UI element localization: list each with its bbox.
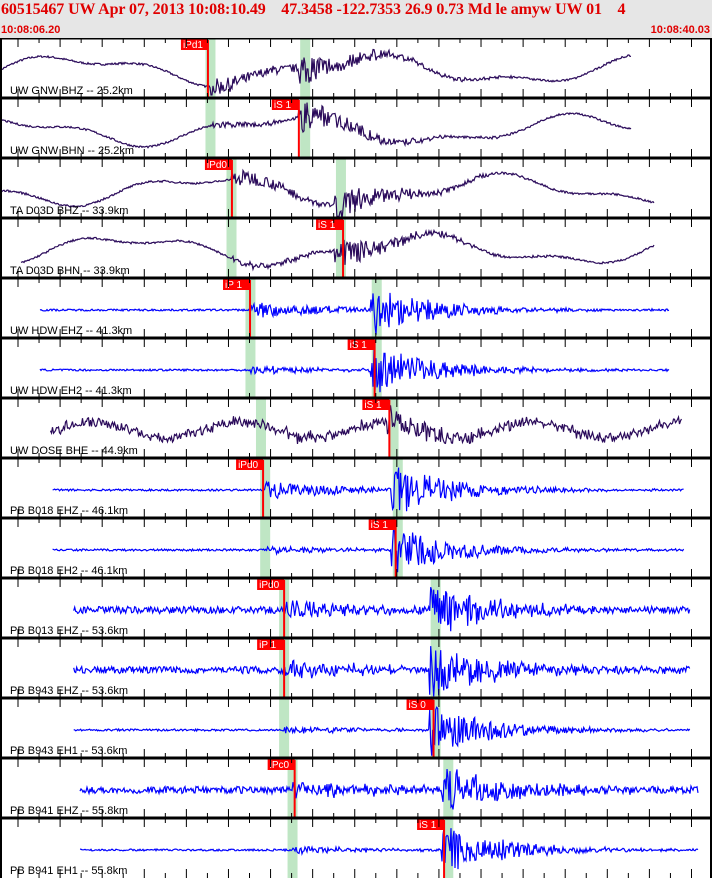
pick-flag[interactable]	[406, 699, 434, 710]
trace-row[interactable]: iS 1 PB B018 EH2 -- 46.1km	[0, 516, 712, 578]
station-label: PB B013 EHZ -- 53.6km	[10, 625, 128, 637]
pick-flag[interactable]	[362, 399, 390, 410]
station-label: PB B018 EHZ -- 46.1km	[10, 505, 128, 517]
pick-flag[interactable]	[204, 159, 232, 170]
station-label: PB B943 EH1 -- 53.6km	[10, 745, 127, 757]
waveform	[0, 168, 655, 219]
pick-label: iPd0	[207, 160, 227, 171]
pick-label: iS 0	[409, 700, 427, 711]
seismogram-panel[interactable]: iPd1 UW GNW BHZ -- 25.2km iS 1 UW GNW BHN -…	[0, 38, 712, 878]
pick-flag[interactable]	[180, 39, 208, 50]
station-label: UW GNW BHN -- 25.2km	[10, 145, 134, 157]
pick-label: iS 1	[274, 100, 292, 111]
trace-row[interactable]: iPd1 UW GNW BHZ -- 25.2km	[0, 38, 712, 98]
pick-label: iP 1	[259, 640, 276, 651]
pick-label: iS 1	[350, 340, 368, 351]
pick-label: iPc0	[270, 760, 290, 771]
pick-label: iPd1	[183, 40, 203, 51]
event-title: 60515467 UW Apr 07, 2013 10:08:10.49 47.…	[1, 1, 626, 18]
predicted-s-band	[430, 578, 441, 638]
predicted-s-band	[443, 818, 454, 878]
trace-row[interactable]: iS 1 UW DOSE BHE -- 44.9km	[0, 396, 712, 458]
predicted-p-band	[260, 518, 271, 578]
pick-flag[interactable]	[271, 99, 299, 110]
station-label: TA D03D BHN -- 33.9km	[10, 265, 130, 277]
station-label: PB B943 EHZ -- 53.6km	[10, 685, 128, 697]
event-header: 60515467 UW Apr 07, 2013 10:08:10.49 47.…	[0, 0, 712, 38]
pick-flag[interactable]	[368, 519, 396, 530]
window-start-time: 10:08:06.20	[1, 24, 61, 36]
station-label: PB B941 EHZ -- 55.8km	[10, 805, 128, 817]
trace-row[interactable]: iP 1 UW HDW EHZ -- 41.3km	[0, 276, 712, 338]
waveform	[52, 527, 685, 573]
pick-label: iS 1	[318, 220, 336, 231]
pick-flag[interactable]	[236, 459, 264, 470]
pick-label: iS 1	[371, 520, 389, 531]
pick-label: iPd0	[238, 460, 258, 471]
predicted-s-band	[392, 518, 403, 578]
trace-row[interactable]: iP 1 PB B943 EHZ -- 53.6km	[0, 636, 712, 698]
predicted-s-band	[392, 458, 403, 518]
station-label: PB B018 EH2 -- 46.1km	[10, 565, 127, 577]
waveform	[0, 102, 632, 149]
predicted-s-band	[388, 398, 399, 458]
waveform	[39, 348, 670, 393]
station-label: TA D03D BHZ -- 33.9km	[10, 205, 128, 217]
waveform	[73, 706, 691, 756]
waveform	[79, 769, 699, 810]
pick-label: iP 1	[225, 280, 242, 291]
waveform	[79, 827, 699, 870]
trace-row[interactable]: iS 1 TA D03D BHN -- 33.9km	[0, 216, 712, 278]
waveform	[39, 292, 670, 335]
window-end-time: 10:08:40.03	[650, 24, 710, 36]
predicted-p-band	[226, 218, 237, 278]
trace-row[interactable]: iS 1 UW GNW BHN -- 25.2km	[0, 96, 712, 158]
waveform	[73, 646, 691, 697]
waveform	[73, 586, 691, 632]
waveform	[49, 405, 683, 445]
pick-flag[interactable]	[267, 759, 295, 770]
station-label: UW HDW EHZ -- 41.3km	[10, 325, 132, 337]
pick-flag[interactable]	[417, 819, 445, 830]
station-label: PB B941 EH1 -- 55.8km	[10, 865, 127, 877]
trace-row[interactable]: iPd0 PB B018 EHZ -- 46.1km	[0, 456, 712, 518]
station-label: UW HDW EH2 -- 41.3km	[10, 385, 132, 397]
waveform	[52, 467, 684, 512]
predicted-s-band	[371, 278, 382, 338]
pick-label: iPd0	[259, 580, 279, 591]
trace-row[interactable]: iPc0 PB B941 EHZ -- 55.8km	[0, 756, 712, 818]
trace-row[interactable]: iS 1 PB B941 EH1 -- 55.8km	[0, 816, 712, 878]
trace-row[interactable]: iS 1 UW HDW EH2 -- 41.3km	[0, 336, 712, 398]
predicted-p-band	[245, 338, 256, 398]
pick-label: iS 1	[419, 820, 437, 831]
waveform	[20, 228, 655, 272]
pick-label: iS 1	[364, 400, 382, 411]
pick-flag[interactable]	[223, 279, 251, 290]
predicted-s-band	[300, 98, 311, 158]
predicted-p-band	[205, 98, 216, 158]
pick-flag[interactable]	[316, 219, 344, 230]
pick-flag[interactable]	[347, 339, 375, 350]
predicted-p-band	[205, 38, 216, 98]
predicted-s-band	[335, 158, 346, 218]
trace-row[interactable]: iPd0 TA D03D BHZ -- 33.9km	[0, 156, 712, 219]
station-label: UW GNW BHZ -- 25.2km	[10, 85, 133, 97]
trace-row[interactable]: iPd0 PB B013 EHZ -- 53.6km	[0, 576, 712, 638]
trace-row[interactable]: iS 0 PB B943 EH1 -- 53.6km	[0, 696, 712, 758]
waveform	[0, 48, 632, 96]
station-label: UW DOSE BHE -- 44.9km	[10, 445, 138, 457]
